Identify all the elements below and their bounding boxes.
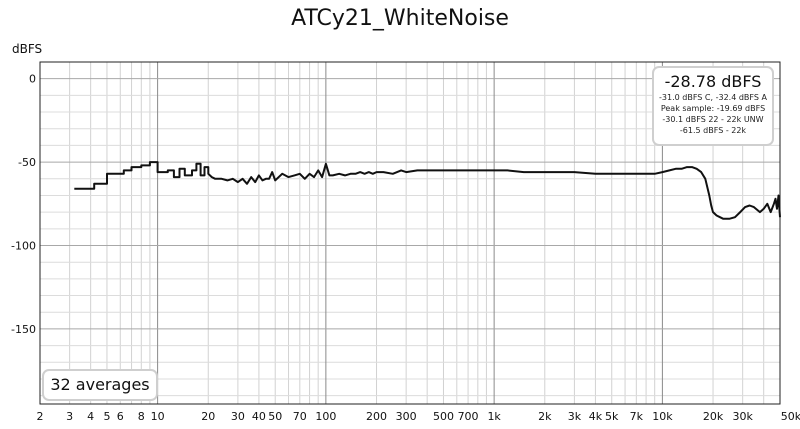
series-layer [74,161,781,220]
x-tick-label: 30 [231,410,245,423]
x-tick-label: 3 [66,410,73,423]
x-tick-label: 4 [87,410,94,423]
y-tick-label: 0 [29,73,36,86]
x-tick-label: 3k [568,410,582,423]
x-tick-label: 40 [252,410,266,423]
x-tick-label: 1k [487,410,501,423]
x-tick-label: 7k [630,410,644,423]
chart-title: ATCy21_WhiteNoise [291,6,509,31]
x-tick-label: 20 [201,410,215,423]
averages-badge: 32 averages [42,369,158,401]
level-info-box: -28.78 dBFS -31.0 dBFS C, -32.4 dBFS A P… [652,66,774,146]
x-tick-label: 10k [652,410,673,423]
level-readout: -28.78 dBFS [664,72,762,91]
x-tick-label: 300 [396,410,417,423]
x-tick-label: 30k [732,410,753,423]
x-tick-label: 5k [605,410,619,423]
y-tick-labels: 0 -50 -100 -150 [11,73,36,336]
weighted-level-line: -31.0 dBFS C, -32.4 dBFS A [659,93,767,102]
x-tick-label: 10 [151,410,165,423]
x-tick-label: 4k [589,410,603,423]
y-tick-label: -150 [11,323,36,336]
unweighted-level-line: -30.1 dBFS 22 - 22k UNW [662,115,764,124]
x-tick-labels: 2 3 4 5 6 8 10 20 30 40 50 70 100 200 300 500 700 1k 2k 3k 4… [37,410,800,423]
x-tick-label: 50 [268,410,282,423]
x-tick-label: 6 [117,410,124,423]
x-tick-label: 50kHz [781,410,800,423]
x-tick-label: 70 [293,410,307,423]
y-tick-label: -100 [11,240,36,253]
x-tick-label: 2k [538,410,552,423]
x-tick-label: 500 [433,410,454,423]
x-tick-label: 8 [138,410,145,423]
x-tick-label: 100 [315,410,336,423]
y-axis-label: dBFS [12,42,43,56]
x-tick-label: 700 [458,410,479,423]
band-level-line: -61.5 dBFS - 22k [679,126,747,135]
peak-sample-line: Peak sample: -19.69 dBFS [660,104,766,113]
spectrum-line [74,161,781,220]
plot-frame [39,61,781,405]
x-tick-label: 20k [703,410,724,423]
y-tick-label: -50 [18,156,36,169]
x-tick-label: 2 [37,410,44,423]
x-tick-label: 200 [366,410,387,423]
x-tick-label: 5 [103,410,110,423]
